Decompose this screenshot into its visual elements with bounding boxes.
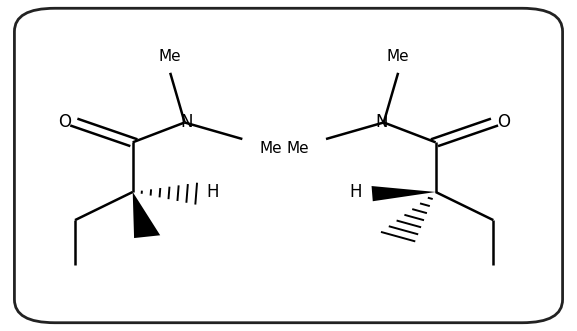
Text: H: H (207, 183, 219, 201)
Text: Me: Me (286, 141, 309, 157)
Text: O: O (497, 113, 510, 131)
Text: N: N (375, 113, 388, 131)
Text: Me: Me (387, 49, 410, 65)
Text: H: H (349, 183, 362, 201)
Text: N: N (181, 113, 193, 131)
Polygon shape (372, 186, 436, 201)
Text: O: O (58, 113, 71, 131)
Text: Me: Me (159, 49, 182, 65)
Text: Me: Me (260, 141, 282, 157)
Polygon shape (133, 192, 160, 238)
